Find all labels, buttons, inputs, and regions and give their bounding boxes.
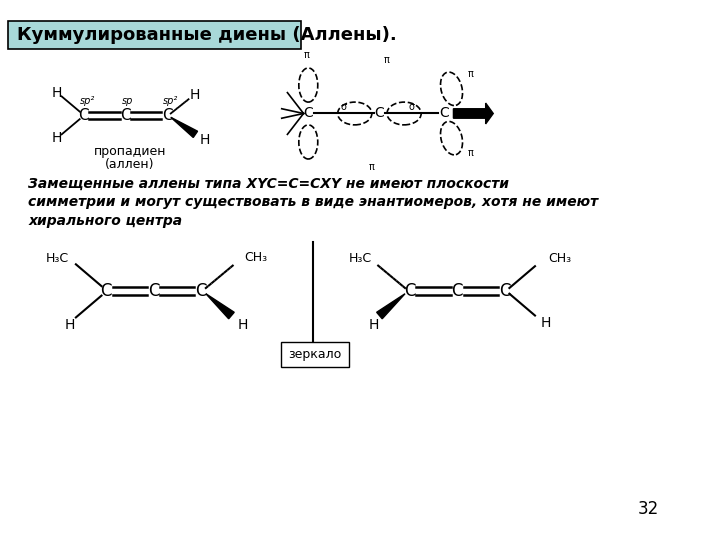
Polygon shape (377, 294, 405, 319)
Text: H: H (65, 318, 76, 332)
Text: H₃C: H₃C (349, 252, 372, 265)
Text: CH₃: CH₃ (548, 252, 572, 265)
Polygon shape (171, 117, 197, 138)
Text: C: C (303, 106, 313, 120)
Text: H₃C: H₃C (45, 252, 68, 265)
Text: σ: σ (409, 102, 415, 112)
Text: C: C (439, 106, 449, 120)
Text: C: C (148, 282, 159, 300)
Text: sp: sp (122, 96, 132, 106)
Text: H: H (199, 133, 210, 147)
Text: пропадиен: пропадиен (94, 145, 166, 158)
Text: sp²: sp² (163, 96, 179, 106)
Text: π: π (369, 161, 375, 172)
Text: зеркало: зеркало (288, 348, 341, 361)
Text: σ: σ (341, 102, 346, 112)
Text: C: C (120, 108, 130, 123)
Text: H: H (369, 318, 379, 332)
FancyBboxPatch shape (8, 21, 301, 49)
Text: H: H (52, 131, 62, 145)
Text: π: π (384, 56, 390, 65)
Text: C: C (101, 282, 112, 300)
Text: C: C (451, 282, 463, 300)
Text: CH₃: CH₃ (245, 251, 268, 264)
Text: H: H (52, 86, 62, 99)
Text: π: π (467, 69, 474, 79)
Text: C: C (161, 108, 172, 123)
Polygon shape (206, 294, 234, 319)
Text: Куммулированные диены (Аллены).: Куммулированные диены (Аллены). (17, 26, 397, 44)
Text: C: C (195, 282, 207, 300)
Text: H: H (541, 316, 551, 330)
Text: Замещенные аллены типа XYC=C=CXY не имеют плоскости
симметрии и могут существова: Замещенные аллены типа XYC=C=CXY не имею… (29, 177, 598, 228)
Text: C: C (499, 282, 510, 300)
Text: 32: 32 (638, 500, 660, 518)
Text: π: π (467, 148, 474, 158)
Text: (аллен): (аллен) (105, 158, 155, 171)
Text: C: C (78, 108, 89, 123)
FancyBboxPatch shape (281, 342, 349, 367)
Text: H: H (189, 89, 199, 103)
Text: H: H (237, 318, 248, 332)
Text: sp²: sp² (80, 96, 95, 106)
Text: C: C (404, 282, 415, 300)
Polygon shape (454, 103, 493, 124)
Text: C: C (374, 106, 384, 120)
Text: π: π (303, 50, 310, 60)
